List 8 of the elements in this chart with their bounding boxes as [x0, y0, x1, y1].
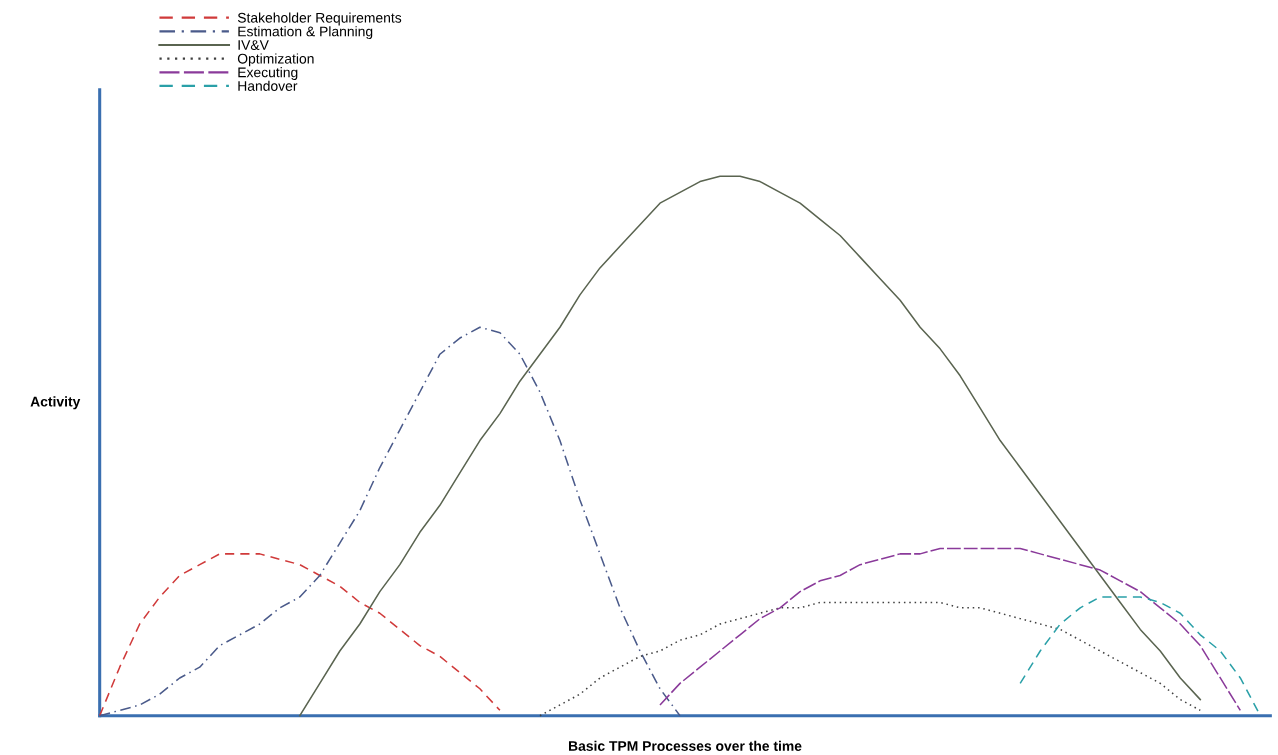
- x-axis-title: Basic TPM Processes over the time: [568, 740, 802, 751]
- legend-label: Handover: [238, 80, 298, 91]
- y-axis-title: Activity: [30, 396, 81, 410]
- legend-label: Optimization: [237, 53, 314, 67]
- legend-label: Stakeholder Requirements: [237, 12, 402, 26]
- legend-label: Estimation & Planning: [238, 26, 373, 40]
- legend-label: IV&V: [238, 40, 269, 50]
- legend-label: Executing: [238, 67, 298, 81]
